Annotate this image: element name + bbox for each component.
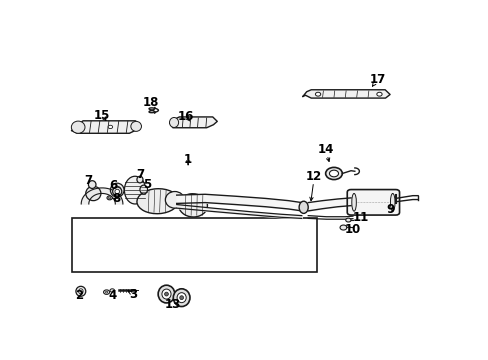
Polygon shape [170, 117, 217, 128]
Text: 2: 2 [75, 289, 83, 302]
Ellipse shape [177, 293, 186, 303]
Ellipse shape [112, 187, 122, 196]
Ellipse shape [180, 296, 183, 300]
Ellipse shape [76, 286, 85, 296]
Ellipse shape [137, 176, 142, 183]
Text: 11: 11 [352, 211, 368, 224]
Circle shape [103, 290, 109, 294]
Polygon shape [81, 188, 122, 204]
Circle shape [329, 170, 338, 177]
Ellipse shape [113, 186, 121, 194]
Text: 7: 7 [84, 174, 92, 187]
Circle shape [105, 291, 107, 293]
Circle shape [315, 92, 320, 96]
Ellipse shape [88, 181, 96, 188]
FancyBboxPatch shape [346, 190, 399, 215]
Text: 4: 4 [108, 289, 116, 302]
Ellipse shape [124, 176, 145, 204]
Text: 16: 16 [178, 110, 194, 123]
Circle shape [108, 197, 111, 199]
Circle shape [107, 196, 112, 200]
Text: 6: 6 [109, 179, 117, 192]
Ellipse shape [178, 194, 207, 217]
Ellipse shape [71, 121, 85, 133]
Ellipse shape [173, 289, 189, 307]
Bar [72, 218, 316, 272]
Text: 5: 5 [143, 178, 151, 191]
Circle shape [376, 92, 381, 96]
Ellipse shape [115, 189, 119, 194]
Polygon shape [302, 90, 389, 98]
Ellipse shape [299, 201, 307, 213]
Ellipse shape [351, 193, 356, 211]
Text: 17: 17 [369, 73, 385, 86]
Ellipse shape [79, 289, 83, 294]
Polygon shape [72, 121, 141, 133]
Ellipse shape [169, 117, 178, 127]
Circle shape [110, 289, 114, 292]
Circle shape [108, 125, 112, 129]
Ellipse shape [165, 192, 184, 208]
Text: 14: 14 [317, 143, 333, 157]
Circle shape [345, 218, 350, 222]
Text: 15: 15 [94, 109, 110, 122]
Ellipse shape [158, 285, 175, 303]
Text: 7: 7 [136, 168, 144, 181]
Ellipse shape [140, 185, 147, 194]
Text: 8: 8 [112, 192, 120, 205]
Ellipse shape [389, 193, 394, 211]
Ellipse shape [85, 186, 101, 201]
Circle shape [325, 167, 342, 180]
Circle shape [339, 225, 346, 230]
Text: 18: 18 [143, 96, 159, 109]
Ellipse shape [162, 289, 171, 299]
Text: 9: 9 [386, 203, 394, 216]
Text: 10: 10 [344, 223, 360, 236]
Ellipse shape [164, 292, 168, 296]
Text: 1: 1 [183, 153, 192, 166]
Ellipse shape [137, 189, 178, 214]
Text: 3: 3 [129, 288, 137, 301]
Ellipse shape [131, 121, 141, 131]
Ellipse shape [110, 183, 124, 197]
Text: 12: 12 [305, 170, 322, 183]
Text: 13: 13 [164, 298, 181, 311]
